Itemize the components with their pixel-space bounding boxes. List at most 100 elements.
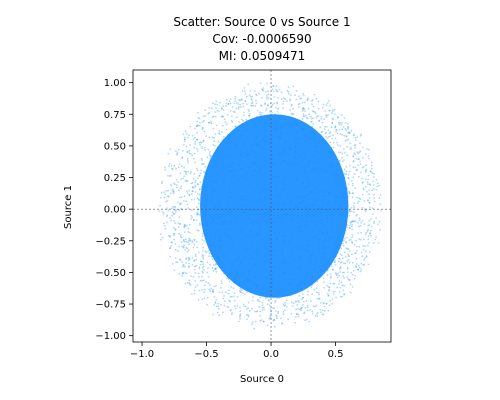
scatter-point [356,168,359,171]
scatter-point [214,205,217,208]
scatter-point [227,235,230,237]
scatter-point [247,314,250,316]
scatter-point [281,150,284,153]
scatter-point [236,235,239,238]
scatter-point [343,200,346,203]
scatter-point [168,162,171,165]
scatter-point [254,289,257,292]
scatter-point [255,115,258,118]
scatter-point [250,245,253,247]
scatter-point [320,259,322,262]
scatter-point [327,207,330,210]
scatter-point [329,109,331,112]
scatter-point [297,95,300,98]
scatter-point [255,219,258,222]
scatter-point [323,305,326,308]
scatter-point [272,115,274,118]
scatter-point [275,314,278,317]
scatter-point [259,296,262,299]
scatter-point [348,131,351,134]
scatter-point [320,134,322,137]
scatter-point [252,173,254,176]
scatter-point [294,253,296,256]
scatter-point [304,135,307,138]
scatter-point [278,263,280,266]
scatter-point [229,177,232,180]
scatter-point [325,232,328,235]
scatter-point [220,216,223,219]
scatter-point [242,151,245,154]
scatter-point [222,159,224,162]
scatter-point [210,175,212,177]
scatter-point [295,122,297,125]
scatter-point [234,269,237,272]
x-tick-label: −1.0 [130,349,154,360]
scatter-point [173,182,176,185]
y-tick-label: 0.75 [104,110,126,121]
scatter-point [295,308,297,311]
scatter-point [285,263,287,266]
scatter-point [301,282,304,285]
scatter-point [188,282,191,285]
scatter-point [264,184,267,187]
scatter-point [202,121,204,123]
scatter-point [258,306,261,308]
scatter-point [260,319,263,321]
chart-title-line-3: MI: 0.0509471 [219,49,306,63]
scatter-point [342,160,344,163]
scatter-point [276,90,279,93]
scatter-point [213,221,216,224]
scatter-point [327,286,330,288]
scatter-point [252,223,254,225]
scatter-point [247,83,250,86]
scatter-point [218,239,221,242]
scatter-point [246,223,249,225]
scatter-point [203,240,205,243]
scatter-point [259,82,262,85]
scatter-point [188,257,191,260]
scatter-point [166,200,169,202]
scatter-point [170,245,172,248]
scatter-point [313,93,316,96]
scatter-point [299,283,302,286]
scatter-point [321,313,324,316]
scatter-point [222,157,225,159]
scatter-point [248,217,251,220]
scatter-point [324,110,327,112]
scatter-point [351,242,354,244]
scatter-point [241,125,244,128]
scatter-point [320,115,323,118]
scatter-point [237,164,239,167]
scatter-point [228,273,231,276]
scatter-point [240,239,242,242]
scatter-point [324,253,326,255]
scatter-point [259,104,262,107]
scatter-point [267,104,269,107]
scatter-point [251,143,254,145]
scatter-point [351,234,354,237]
scatter-point [272,127,275,130]
scatter-point [209,155,211,157]
scatter-point [228,280,231,283]
scatter-point [277,176,280,179]
scatter-point [328,192,331,195]
scatter-point [311,284,313,287]
scatter-point [369,170,372,173]
scatter-point [350,129,353,132]
scatter-point [213,304,216,306]
scatter-point [341,295,344,298]
scatter-point [302,128,304,131]
scatter-point [220,115,223,118]
scatter-point [310,137,313,139]
scatter-point [348,170,351,173]
scatter-point [265,108,268,110]
scatter-point [366,230,369,232]
scatter-point [251,299,254,302]
scatter-point [180,165,183,168]
scatter-point [236,116,238,119]
scatter-point [325,171,327,174]
scatter-point [245,313,248,316]
scatter-point [311,203,314,206]
scatter-point [308,193,310,195]
scatter-point [166,207,169,210]
